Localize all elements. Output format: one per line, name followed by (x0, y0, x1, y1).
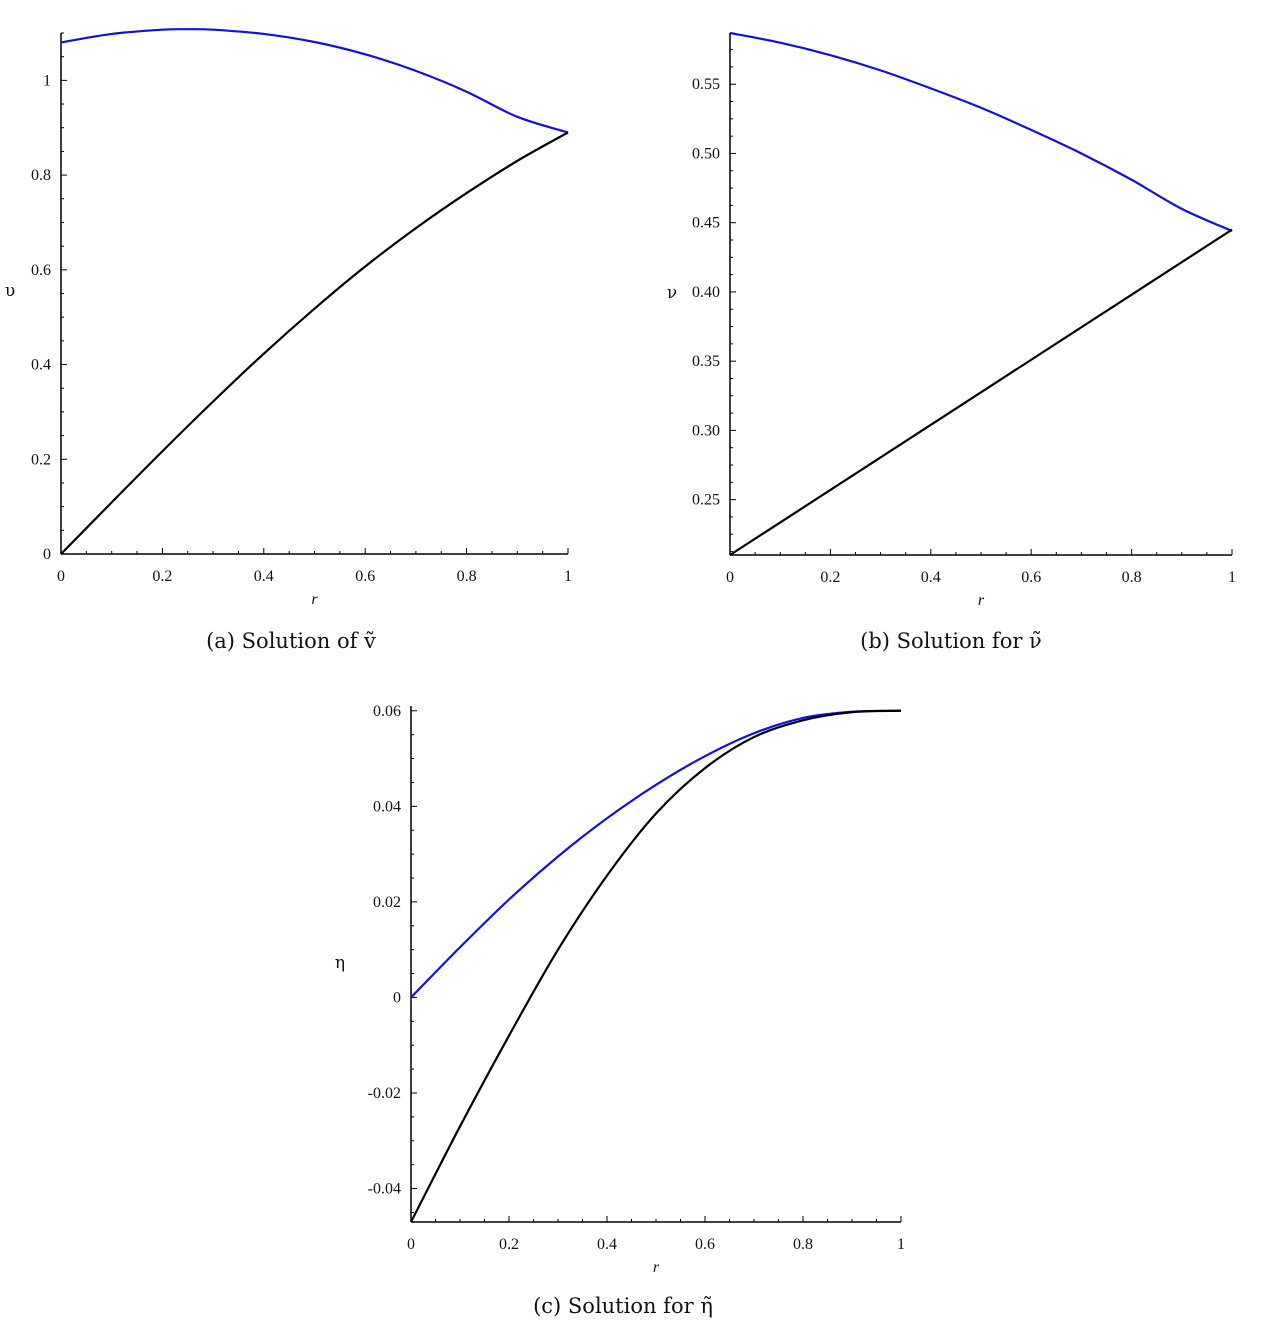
x-tick-label: 0.4 (921, 569, 941, 586)
series-line-black (729, 228, 1233, 556)
chart-c: 0 0.2 0.4 0.6 0.8 1 -0.04 -0.02 0 0.02 0.04 0.06 r η (… (335, 703, 905, 1318)
x-tick-label: 0.4 (597, 1236, 617, 1253)
series-line-blue (60, 28, 569, 134)
series-line-black (410, 709, 902, 1223)
x-axis-label: r (311, 591, 318, 608)
y-tick-label: 0 (43, 546, 51, 563)
y-tick-label: 0.50 (692, 145, 720, 162)
y-tick-label: 0.6 (31, 262, 51, 279)
y-tick-label: 0 (393, 989, 401, 1006)
chart-caption: (b) Solution for ν̃ (860, 629, 1042, 653)
x-tick-label: 1 (897, 1236, 905, 1253)
y-tick-label: 0.45 (692, 215, 720, 232)
series-line-blue (410, 709, 902, 999)
x-tick-label: 0.6 (695, 1236, 715, 1253)
y-tick-label: 0.4 (31, 357, 51, 374)
x-axis-label: r (978, 592, 985, 609)
y-tick-label: 0.30 (692, 422, 720, 439)
x-tick-label: 0.2 (152, 568, 172, 585)
y-tick-label: -0.02 (368, 1085, 401, 1102)
x-tick-label: 0.6 (1021, 569, 1041, 586)
y-tick-label: 0.55 (692, 76, 720, 93)
x-tick-label: 0 (57, 568, 65, 585)
y-tick-label: 0.02 (373, 894, 401, 911)
y-axis-label: η (335, 953, 345, 973)
y-tick-label: -0.04 (368, 1181, 401, 1198)
x-tick-label: 0.6 (355, 568, 375, 585)
y-tick-label: 0.04 (373, 798, 401, 815)
x-tick-label: 0.8 (1122, 569, 1142, 586)
series-line-black (60, 131, 569, 555)
y-tick-label: 0.8 (31, 167, 51, 184)
x-tick-label: 0.2 (820, 569, 840, 586)
x-tick-label: 0.8 (793, 1236, 813, 1253)
x-tick-label: 0.4 (254, 568, 274, 585)
y-tick-label: 1 (43, 72, 51, 89)
x-tick-label: 0 (726, 569, 734, 586)
y-axis-label: ν (667, 283, 677, 303)
y-tick-label: 0.06 (373, 703, 401, 720)
x-axis-label: r (653, 1259, 660, 1276)
chart-b: 0 0.2 0.4 0.6 0.8 1 0.25 0.30 0.35 0.40 0.45 0.50 0.… (667, 31, 1236, 653)
chart-caption: (c) Solution for η̃ (533, 1294, 713, 1318)
chart-a: 0 0.2 0.4 0.6 0.8 1 0 0.2 0.4 0.6 0.8 1 r υ (a) Soluti… (5, 28, 572, 653)
x-tick-label: 0.2 (499, 1236, 519, 1253)
x-tick-label: 1 (564, 568, 572, 585)
series-line-blue (729, 31, 1233, 233)
y-tick-label: 0.40 (692, 284, 720, 301)
y-tick-label: 0.35 (692, 353, 720, 370)
chart-caption: (a) Solution of ṽ (206, 629, 376, 653)
y-tick-label: 0.25 (692, 492, 720, 509)
x-tick-label: 0.8 (457, 568, 477, 585)
y-axis-label: υ (5, 281, 15, 301)
x-tick-label: 1 (1228, 569, 1236, 586)
x-tick-label: 0 (407, 1236, 415, 1253)
y-tick-label: 0.2 (31, 451, 51, 468)
